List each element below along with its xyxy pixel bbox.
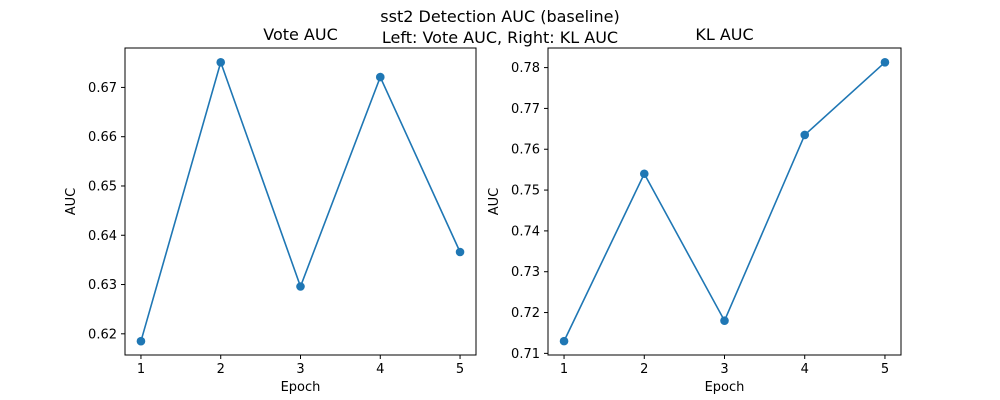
vote-y-tick-label: 0.66 [88, 130, 117, 145]
kl-y-axis-label: AUC [487, 188, 502, 216]
vote-y-axis-label: AUC [64, 188, 79, 216]
kl-axes-frame [547, 47, 902, 356]
kl-y-tick-label: 0.78 [511, 61, 540, 76]
vote-data-point [455, 247, 465, 257]
vote-auc-panel: Vote AUC 1 2 3 4 5 0.62 0.63 0.64 0.65 0.66 0.67 Epo… [64, 25, 477, 395]
kl-title: KL AUC [695, 25, 753, 44]
kl-data-point [559, 336, 569, 346]
vote-y-tick-label: 0.64 [88, 229, 117, 244]
vote-y-tick-label: 0.65 [88, 179, 117, 194]
vote-data-point [296, 282, 305, 291]
vote-y-tick-label: 0.63 [88, 278, 117, 293]
kl-series-line [563, 61, 886, 342]
figure-suptitle-line1: sst2 Detection AUC (baseline) [380, 7, 619, 26]
kl-y-tick-label: 0.77 [511, 102, 540, 117]
kl-data-point [639, 169, 649, 179]
kl-x-tick-label: 5 [881, 362, 889, 377]
kl-x-tick-label: 2 [640, 362, 648, 377]
vote-data-point [375, 72, 385, 82]
kl-auc-panel: KL AUC 1 2 3 4 5 0.71 0.72 0.73 0.74 0.75 0.76 0.77 0… [487, 25, 902, 395]
vote-x-tick-label: 1 [137, 362, 145, 377]
kl-y-tick-label: 0.74 [511, 224, 540, 239]
vote-x-tick-label: 3 [296, 362, 304, 377]
kl-data-point [880, 57, 890, 67]
vote-x-tick-label: 4 [376, 362, 384, 377]
vote-title: Vote AUC [263, 25, 338, 44]
kl-x-tick-label: 3 [720, 362, 728, 377]
figure-suptitle-line2: Left: Vote AUC, Right: KL AUC [382, 28, 618, 47]
kl-y-tick-label: 0.71 [511, 347, 540, 362]
vote-data-point [136, 336, 146, 346]
vote-x-tick-label: 5 [456, 362, 464, 377]
vote-data-point [216, 57, 226, 67]
kl-x-axis-label: Epoch [705, 380, 745, 395]
vote-x-axis-label: Epoch [281, 380, 321, 395]
kl-x-tick-label: 1 [560, 362, 568, 377]
kl-x-tick-label: 4 [801, 362, 809, 377]
kl-y-tick-label: 0.76 [511, 143, 540, 158]
vote-y-tick-label: 0.62 [88, 327, 117, 342]
vote-y-tick-label: 0.67 [88, 81, 117, 96]
vote-axes-frame [124, 47, 477, 356]
kl-data-point [720, 316, 729, 326]
vote-x-tick-label: 2 [217, 362, 225, 377]
vote-series-line [140, 59, 461, 342]
kl-y-tick-label: 0.73 [511, 265, 540, 280]
kl-y-tick-label: 0.75 [511, 184, 540, 199]
kl-y-tick-label: 0.72 [511, 306, 540, 321]
kl-data-point [800, 130, 810, 140]
